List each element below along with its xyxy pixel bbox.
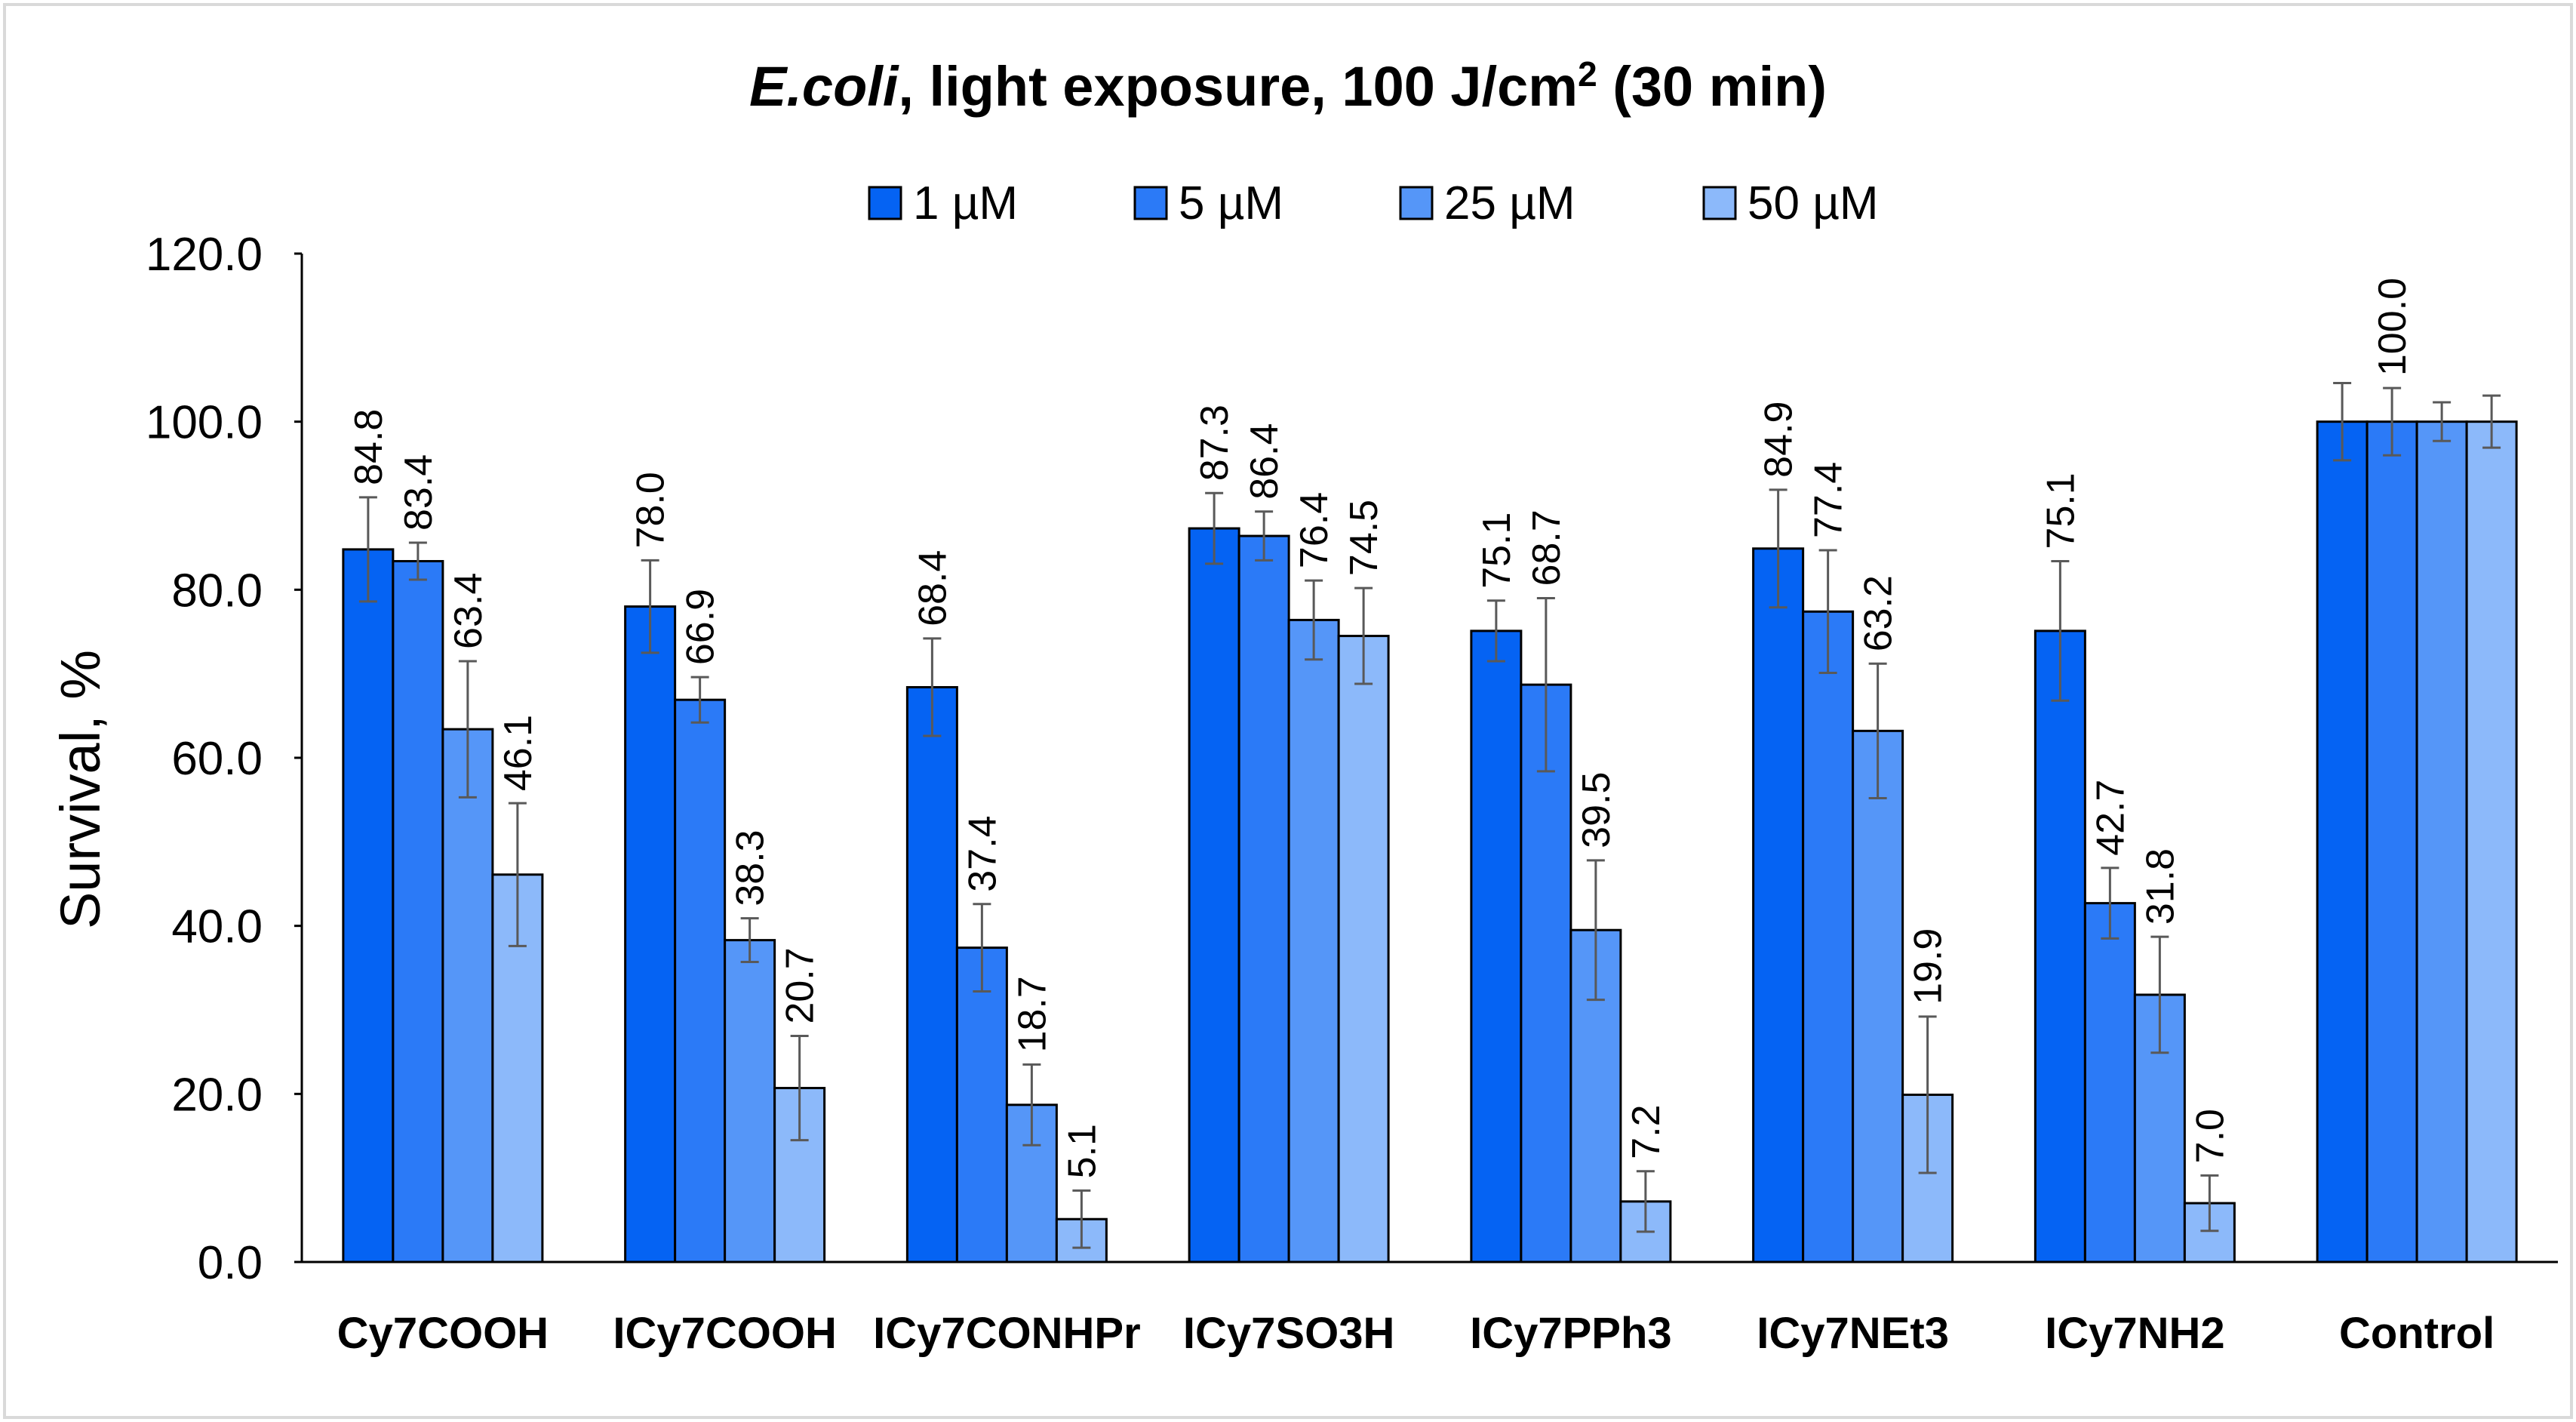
bar — [724, 939, 776, 1263]
legend-label: 1 µM — [913, 177, 1018, 229]
bar — [2083, 902, 2136, 1263]
y-tick-label: 120.0 — [146, 229, 263, 281]
bar — [342, 548, 395, 1263]
data-label: 31.8 — [2138, 848, 2182, 925]
data-label: 74.5 — [1342, 500, 1386, 576]
legend-swatch — [1399, 186, 1434, 220]
data-label: 66.9 — [679, 589, 723, 665]
y-tick-label: 40.0 — [171, 901, 263, 953]
data-label: 86.4 — [1243, 423, 1286, 500]
bar — [1287, 618, 1340, 1263]
data-label: 78.0 — [629, 472, 673, 548]
bar — [2316, 420, 2369, 1263]
category-label: ICy7CONHPr — [873, 1309, 1141, 1358]
data-label: 18.7 — [1010, 976, 1054, 1052]
legend-label: 50 µM — [1748, 177, 1879, 229]
data-label: 84.9 — [1757, 402, 1801, 478]
data-label: 75.1 — [1475, 512, 1519, 589]
legend: 1 µM 5 µM 25 µM 50 µM — [868, 177, 1879, 229]
data-label: 75.1 — [2039, 472, 2083, 549]
bar — [624, 605, 677, 1263]
data-label: 68.7 — [1525, 509, 1569, 586]
bar — [1852, 729, 1904, 1263]
axes — [300, 254, 2558, 1263]
y-axis-ticks: 0.0 20.0 40.0 60.0 80.0 100.0 120.0 — [146, 229, 302, 1289]
data-label: 68.4 — [911, 550, 954, 626]
data-label: 5.1 — [1060, 1124, 1104, 1178]
data-label: 77.4 — [1807, 462, 1851, 538]
data-label: 7.2 — [1625, 1104, 1668, 1159]
y-axis-label: Survival, % — [49, 650, 112, 929]
data-label: 39.5 — [1575, 772, 1618, 848]
legend-label: 5 µM — [1179, 177, 1283, 229]
bar — [441, 728, 494, 1263]
data-label: 42.7 — [2089, 780, 2132, 856]
data-label: 83.4 — [397, 454, 441, 531]
bar — [905, 685, 958, 1263]
category-label: ICy7COOH — [613, 1309, 837, 1358]
chart-title-italic: E.coli — [749, 55, 899, 118]
y-tick-label: 80.0 — [171, 565, 263, 617]
y-tick-label: 60.0 — [171, 733, 263, 785]
data-label: 46.1 — [496, 715, 540, 791]
data-label: 20.7 — [779, 947, 822, 1023]
data-labels: 84.8 78.0 68.4 87.3 75.1 84.9 75.1 83.4 66.9 37.4… — [347, 278, 2415, 1178]
data-label: 63.4 — [447, 573, 490, 649]
category-labels: Cy7COOH ICy7COOH ICy7CONHPr ICy7SO3H ICy7PPh… — [337, 1309, 2495, 1358]
category-label: Cy7COOH — [337, 1309, 549, 1358]
bar — [1188, 527, 1240, 1263]
chart-title-superscript: 2 — [1578, 54, 1597, 94]
data-label: 37.4 — [961, 816, 1004, 892]
bar — [674, 698, 727, 1263]
bar — [1337, 635, 1390, 1263]
data-label: 87.3 — [1193, 405, 1237, 481]
bar — [1237, 534, 1290, 1263]
y-tick-label: 100.0 — [146, 397, 263, 449]
legend-swatch — [1133, 186, 1168, 220]
bar — [1520, 683, 1572, 1263]
category-label: ICy7PPh3 — [1470, 1309, 1672, 1358]
data-label: 76.4 — [1293, 492, 1336, 568]
bar — [2465, 420, 2518, 1263]
bar — [1802, 610, 1855, 1263]
category-label: Control — [2339, 1309, 2495, 1358]
data-label: 7.0 — [2188, 1109, 2232, 1163]
chart-title-tail: (30 min) — [1597, 55, 1827, 118]
y-tick-label: 20.0 — [171, 1069, 263, 1121]
chart-title: E.coli, light exposure, 100 J/cm2 (30 mi… — [749, 54, 1827, 118]
bar — [2415, 420, 2468, 1263]
chart-title-rest: , light exposure, 100 J/cm — [898, 55, 1578, 118]
bar — [2365, 420, 2418, 1263]
category-label: ICy7NH2 — [2045, 1309, 2225, 1358]
data-label: 19.9 — [1907, 928, 1950, 1005]
y-tick-label: 0.0 — [198, 1237, 263, 1289]
bar — [392, 559, 444, 1263]
data-label: 84.8 — [347, 409, 391, 485]
bars — [342, 420, 2518, 1263]
error-bars — [358, 381, 2501, 1249]
bar — [2033, 629, 2086, 1263]
data-label: 63.2 — [1857, 575, 1901, 651]
bar — [1752, 547, 1805, 1263]
bar — [1470, 629, 1523, 1263]
legend-label: 25 µM — [1444, 177, 1575, 229]
legend-swatch — [1702, 186, 1737, 220]
data-label: 38.3 — [729, 830, 773, 906]
category-label: ICy7NEt3 — [1757, 1309, 1949, 1358]
category-label: ICy7SO3H — [1183, 1309, 1394, 1358]
bar — [955, 946, 1008, 1263]
data-label: 100.0 — [2371, 278, 2415, 376]
legend-swatch — [868, 186, 902, 220]
